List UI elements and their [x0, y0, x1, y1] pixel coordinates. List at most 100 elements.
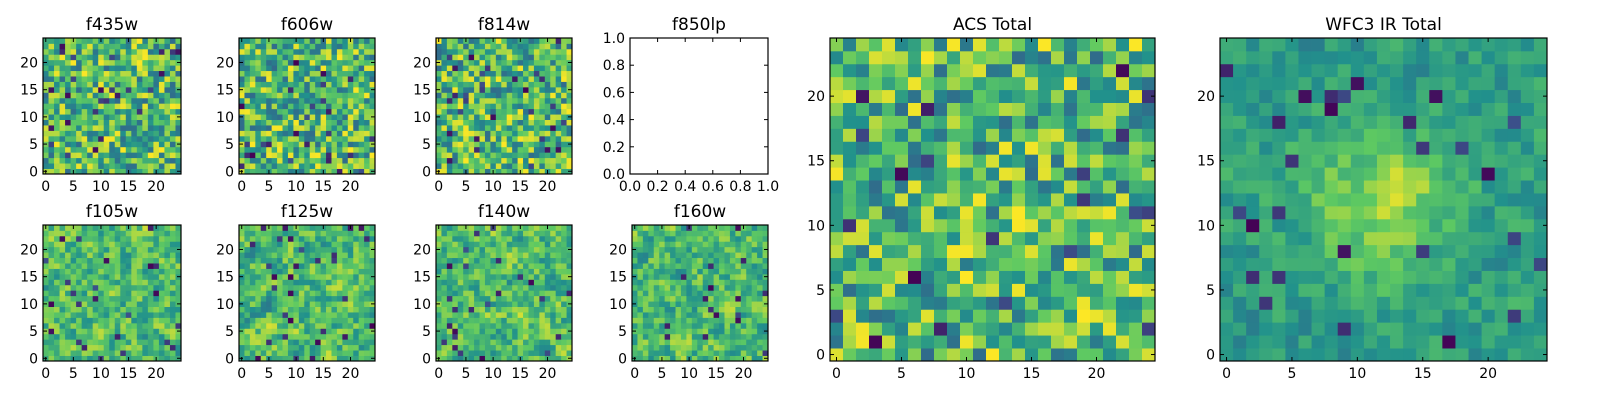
heatmap-cell — [81, 339, 88, 346]
heatmap-cell — [908, 335, 922, 349]
heatmap-cell — [125, 290, 132, 297]
heatmap-cell — [512, 339, 518, 346]
heatmap-cell — [282, 268, 289, 275]
heatmap-cell — [76, 125, 83, 131]
heatmap-cell — [457, 306, 464, 313]
heatmap-cell — [125, 70, 132, 77]
heatmap-cell — [539, 76, 546, 82]
heatmap-cell — [555, 301, 562, 307]
heatmap-cell — [648, 279, 655, 286]
heatmap-cell — [1129, 205, 1143, 220]
heatmap-cell — [331, 252, 338, 259]
heatmap-cell — [555, 295, 562, 302]
heatmap-cell — [506, 157, 513, 164]
heatmap-cell — [98, 263, 105, 269]
heatmap-cell — [125, 157, 132, 164]
heatmap-cell — [501, 54, 508, 61]
heatmap-cell — [664, 301, 671, 307]
heatmap-cell — [293, 48, 300, 55]
heatmap-cell — [724, 230, 731, 237]
heatmap-cell — [48, 152, 55, 159]
heatmap-cell — [517, 135, 524, 142]
heatmap-cell — [474, 225, 480, 231]
heatmap-cell — [114, 81, 121, 88]
heatmap-cell — [642, 284, 649, 291]
heatmap-cell — [484, 301, 491, 307]
heatmap-cell — [342, 333, 349, 340]
heatmap-cell — [326, 279, 332, 286]
heatmap-cell — [244, 76, 251, 82]
heatmap-cell — [446, 279, 453, 286]
heatmap-cell — [87, 263, 94, 269]
heatmap-cell — [659, 328, 666, 335]
heatmap-cell — [304, 312, 311, 318]
heatmap-cell — [65, 284, 71, 291]
heatmap-cell — [125, 76, 132, 82]
heatmap-cell — [506, 119, 513, 126]
heatmap-cell — [528, 350, 535, 356]
heatmap-cell — [164, 252, 171, 259]
heatmap-cell — [691, 241, 698, 248]
heatmap-cell — [255, 152, 262, 159]
heatmap-cell — [304, 152, 311, 159]
heatmap-cell — [103, 125, 110, 131]
heatmap-cell — [298, 125, 305, 131]
heatmap-cell — [446, 241, 453, 248]
heatmap-cell — [277, 339, 283, 346]
heatmap-cell — [512, 152, 518, 159]
heatmap-cell — [142, 295, 149, 302]
heatmap-cell — [164, 43, 171, 50]
heatmap-cell — [131, 81, 138, 88]
heatmap-cell — [533, 317, 540, 324]
heatmap-cell — [735, 284, 742, 291]
heatmap-cell — [648, 284, 655, 291]
heatmap-cell — [298, 168, 305, 175]
heatmap-cell — [43, 103, 49, 110]
heatmap-cell — [103, 263, 110, 269]
heatmap-cell — [164, 268, 171, 275]
heatmap-cell — [550, 268, 557, 275]
heatmap-cell — [523, 246, 529, 253]
heatmap-cell — [175, 263, 182, 269]
heatmap-cell — [648, 355, 655, 362]
x-tick-label: 10 — [92, 179, 110, 195]
heatmap-cell — [43, 268, 49, 275]
heatmap-cell — [528, 135, 535, 142]
heatmap-cell — [70, 350, 77, 356]
heatmap-cell — [550, 38, 557, 44]
heatmap-cell — [490, 235, 497, 242]
heatmap-cell — [882, 205, 896, 220]
heatmap-cell — [309, 328, 316, 335]
heatmap-cell — [869, 309, 883, 323]
heatmap-cell — [271, 225, 278, 231]
heatmap-cell — [566, 54, 573, 61]
heatmap-cell — [446, 333, 453, 340]
heatmap-cell — [169, 257, 176, 264]
heatmap-cell — [680, 230, 687, 237]
heatmap-cell — [277, 301, 283, 307]
heatmap-cell — [441, 268, 448, 275]
heatmap-cell — [315, 119, 321, 126]
heatmap-cell — [320, 70, 327, 77]
heatmap-cell — [59, 81, 66, 88]
heatmap-cell — [474, 152, 480, 159]
heatmap-cell — [92, 322, 99, 329]
heatmap-cell — [369, 70, 376, 77]
heatmap-cell — [719, 317, 725, 324]
heatmap-cell — [336, 328, 343, 335]
heatmap-cell — [147, 355, 154, 362]
heatmap-cell — [506, 70, 513, 77]
heatmap-cell — [244, 284, 251, 291]
heatmap-cell — [566, 241, 573, 248]
heatmap-cell — [550, 97, 557, 104]
heatmap-cell — [566, 70, 573, 77]
heatmap-cell — [358, 322, 365, 329]
heatmap-cell — [452, 257, 459, 264]
heatmap-cell — [87, 70, 94, 77]
heatmap-cell — [120, 114, 127, 120]
heatmap-cell — [479, 306, 486, 313]
heatmap-cell — [109, 114, 116, 120]
heatmap-cell — [142, 92, 149, 99]
heatmap-cell — [347, 141, 354, 148]
heatmap-cell — [702, 301, 709, 307]
